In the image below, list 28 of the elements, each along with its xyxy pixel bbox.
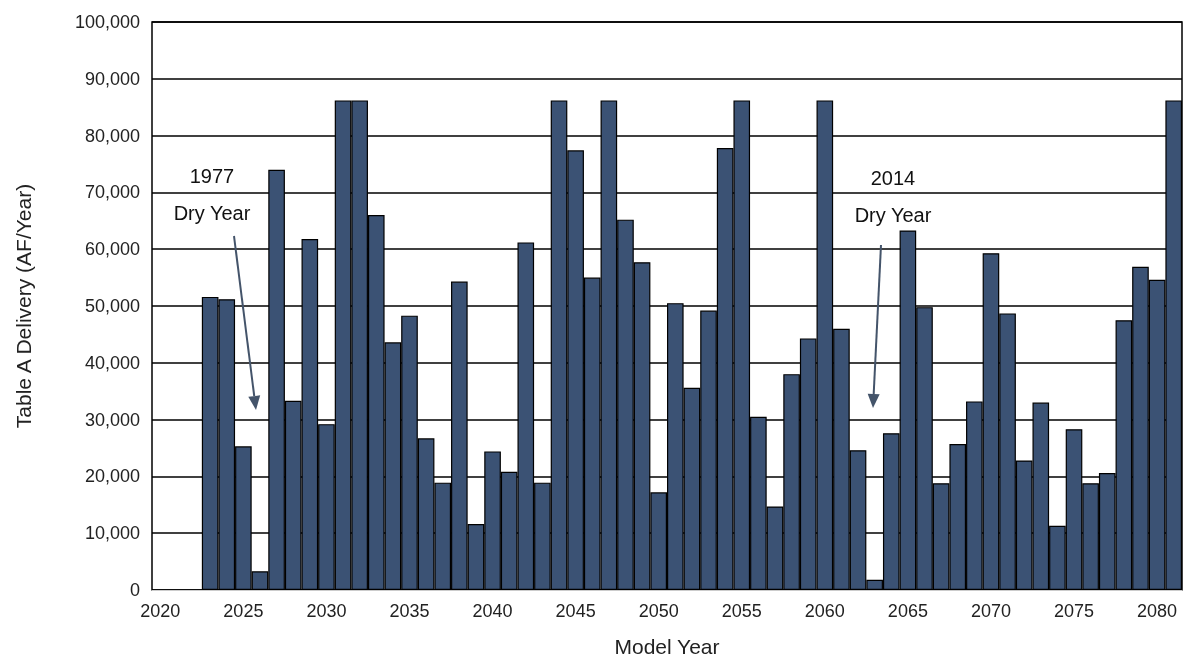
y-tick-label: 80,000 bbox=[84, 125, 140, 146]
x-tick-label: 2020 bbox=[140, 601, 181, 621]
x-tick-label: 2070 bbox=[970, 601, 1011, 621]
x-tick-label: 2030 bbox=[306, 601, 347, 621]
y-tick-label: 60,000 bbox=[84, 239, 140, 260]
y-tick-label: 100,000 bbox=[74, 12, 140, 32]
y-tick-label: 70,000 bbox=[84, 182, 140, 203]
y-tick-label: 0 bbox=[129, 580, 140, 600]
y-tick-label: 50,000 bbox=[84, 296, 140, 316]
y-tick-label: 40,000 bbox=[84, 352, 140, 373]
x-tick-label: 2040 bbox=[472, 601, 513, 621]
y-tick-label: 10,000 bbox=[84, 523, 140, 544]
x-tick-label: 2045 bbox=[555, 601, 596, 621]
x-tick-label: 2025 bbox=[223, 601, 264, 621]
y-tick-label: 20,000 bbox=[84, 466, 140, 487]
x-axis-title: Model Year bbox=[614, 635, 720, 658]
x-tick-label: 2075 bbox=[1053, 601, 1095, 621]
x-tick-label: 2080 bbox=[1137, 601, 1178, 621]
x-tick-label: 2065 bbox=[887, 601, 928, 621]
y-tick-label: 90,000 bbox=[84, 68, 140, 89]
x-tick-label: 2050 bbox=[638, 601, 679, 621]
x-tick-label: 2055 bbox=[721, 601, 762, 621]
y-tick-label: 30,000 bbox=[84, 409, 140, 430]
x-tick-label: 2035 bbox=[389, 601, 430, 621]
x-tick-label: 2060 bbox=[804, 601, 845, 621]
annotation: 1977 Dry Year bbox=[173, 164, 251, 226]
annotation: 2014 Dry Year bbox=[854, 166, 932, 228]
y-axis-title: Table A Delivery (AF/Year) bbox=[12, 183, 35, 429]
